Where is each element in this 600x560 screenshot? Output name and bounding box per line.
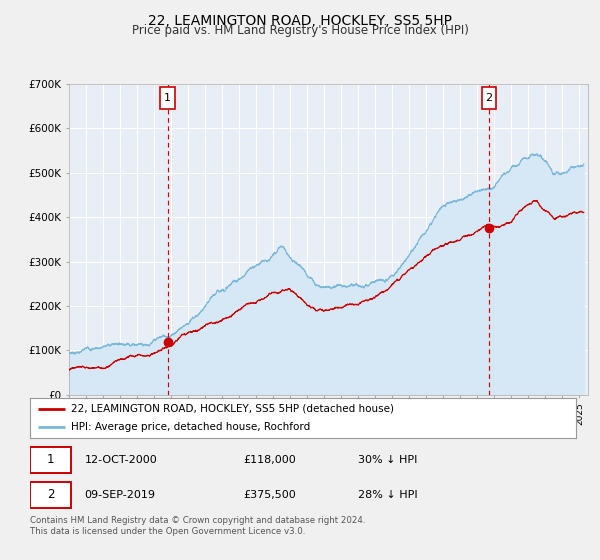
Text: £375,500: £375,500: [243, 490, 296, 500]
Text: 1: 1: [47, 454, 55, 466]
Text: 1: 1: [164, 93, 171, 103]
Text: HPI: Average price, detached house, Rochford: HPI: Average price, detached house, Roch…: [71, 422, 310, 432]
Text: 12-OCT-2000: 12-OCT-2000: [85, 455, 157, 465]
Text: £118,000: £118,000: [243, 455, 296, 465]
Text: 2: 2: [485, 93, 493, 103]
Text: Price paid vs. HM Land Registry's House Price Index (HPI): Price paid vs. HM Land Registry's House …: [131, 24, 469, 37]
Text: 2: 2: [47, 488, 55, 501]
Text: 28% ↓ HPI: 28% ↓ HPI: [358, 490, 417, 500]
Bar: [160, 87, 175, 109]
Text: 22, LEAMINGTON ROAD, HOCKLEY, SS5 5HP (detached house): 22, LEAMINGTON ROAD, HOCKLEY, SS5 5HP (d…: [71, 404, 394, 414]
FancyBboxPatch shape: [30, 482, 71, 508]
Text: 09-SEP-2019: 09-SEP-2019: [85, 490, 155, 500]
Text: 30% ↓ HPI: 30% ↓ HPI: [358, 455, 417, 465]
FancyBboxPatch shape: [30, 447, 71, 473]
Bar: [482, 87, 496, 109]
Text: 22, LEAMINGTON ROAD, HOCKLEY, SS5 5HP: 22, LEAMINGTON ROAD, HOCKLEY, SS5 5HP: [148, 14, 452, 28]
Text: Contains HM Land Registry data © Crown copyright and database right 2024.
This d: Contains HM Land Registry data © Crown c…: [30, 516, 365, 536]
